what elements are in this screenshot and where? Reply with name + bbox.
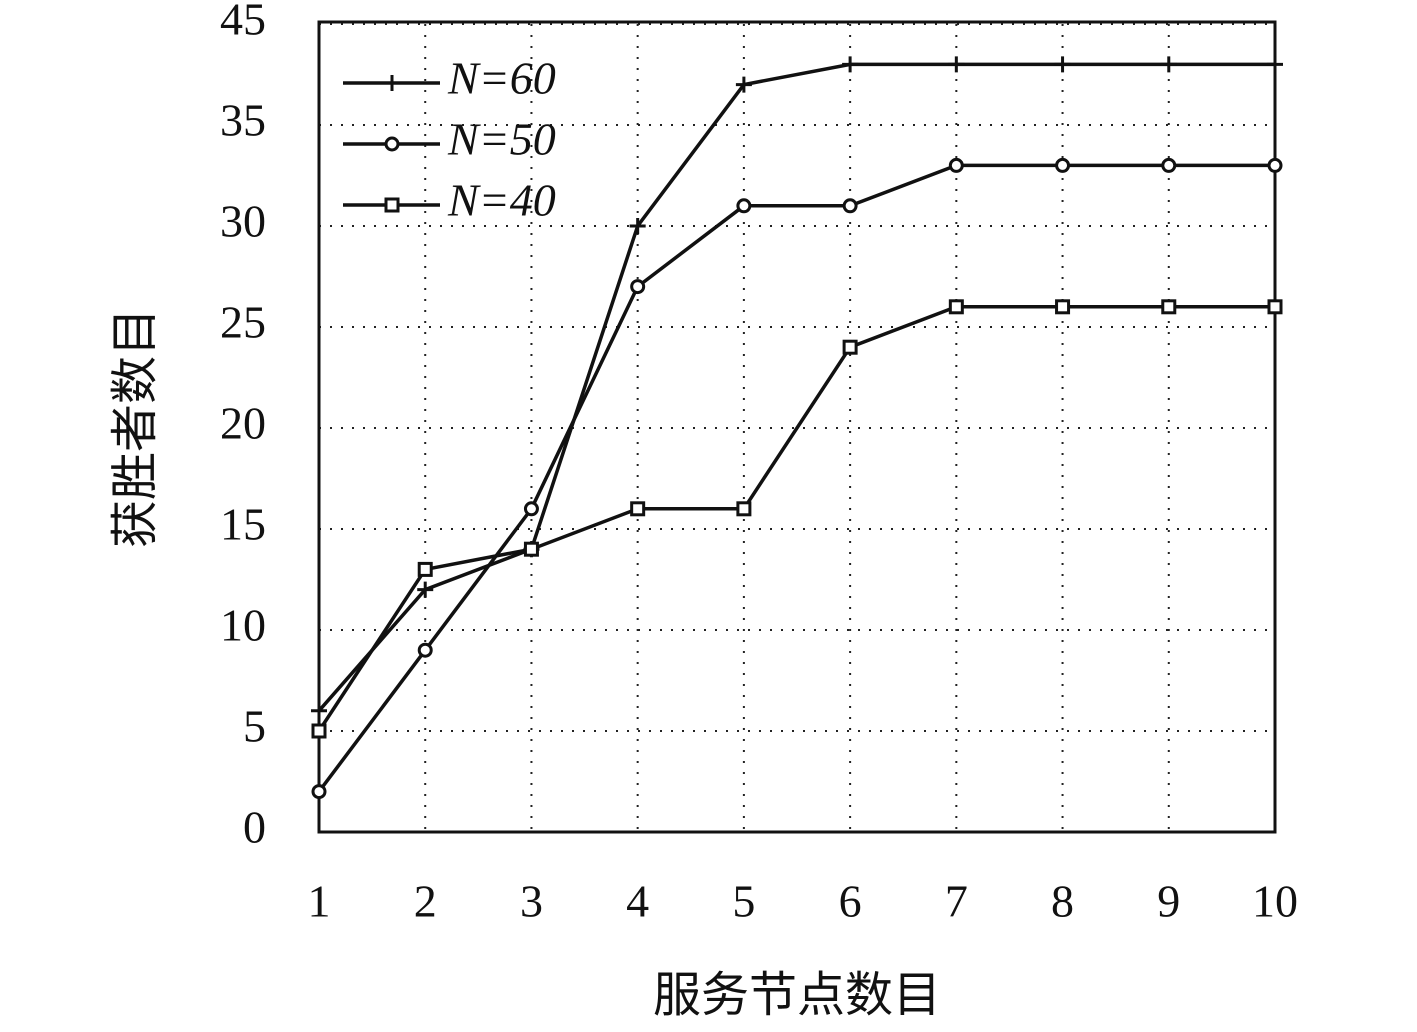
marker [1267, 56, 1283, 73]
x-tick-label: 2 [414, 876, 437, 927]
marker [1160, 56, 1177, 73]
y-axis-label: 获胜者数目 [107, 308, 163, 548]
marker [523, 541, 539, 557]
x-tick-label: 7 [945, 876, 968, 927]
marker [417, 561, 433, 577]
x-tick-label: 4 [626, 876, 649, 927]
marker [523, 501, 539, 517]
y-tick-label: 30 [220, 196, 266, 247]
y-tick-label: 20 [220, 398, 266, 449]
legend-label: N=60 [447, 53, 556, 104]
marker [417, 581, 434, 598]
series-line [317, 305, 1275, 732]
marker [842, 198, 858, 214]
series-line [317, 62, 1275, 712]
series-line [317, 163, 1275, 793]
marker [948, 56, 965, 73]
marker [735, 76, 752, 93]
marker [948, 299, 964, 315]
marker [948, 157, 964, 173]
marker [311, 702, 327, 719]
marker [1055, 299, 1071, 315]
y-tick-label: 0 [243, 802, 266, 853]
marker [1161, 157, 1177, 173]
plot-frame [317, 20, 1277, 834]
marker [311, 784, 327, 800]
x-tick-label: 3 [520, 876, 543, 927]
y-tick-label: 45 [220, 0, 266, 45]
legend-label: N=40 [447, 175, 556, 226]
marker [384, 136, 400, 152]
marker [736, 198, 752, 214]
marker [1055, 157, 1071, 173]
marker [417, 642, 433, 658]
marker [736, 501, 752, 517]
marker [629, 218, 646, 234]
marker [630, 501, 646, 517]
legend-label: N=50 [447, 114, 556, 165]
marker [1054, 56, 1071, 73]
marker [1267, 299, 1283, 315]
y-tick-label: 10 [220, 600, 266, 651]
marker [1267, 157, 1283, 173]
marker [311, 723, 327, 739]
x-tick-label: 5 [732, 876, 755, 927]
marker [384, 197, 400, 213]
y-tick-label: 25 [220, 297, 266, 348]
x-tick-label: 6 [839, 876, 862, 927]
marker [842, 339, 858, 355]
marker [630, 279, 646, 295]
marker [842, 56, 859, 73]
marker [1161, 299, 1177, 315]
x-tick-label: 8 [1051, 876, 1074, 927]
y-tick-label: 35 [220, 95, 266, 146]
marker [384, 75, 400, 91]
x-tick-label: 9 [1157, 876, 1180, 927]
x-tick-label: 10 [1252, 876, 1298, 927]
x-axis-label: 服务节点数目 [653, 967, 941, 1023]
y-tick-label: 5 [243, 701, 266, 752]
x-tick-label: 1 [308, 876, 331, 927]
y-tick-label: 15 [220, 499, 266, 550]
